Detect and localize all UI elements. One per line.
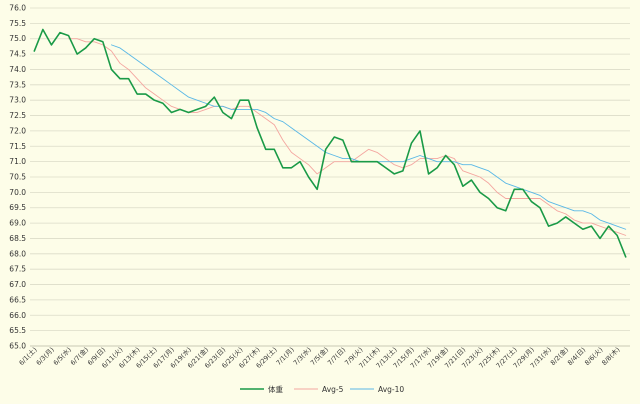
y-tick-label: 73.5 xyxy=(9,80,26,89)
y-tick-label: 70.0 xyxy=(9,188,26,197)
x-tick-label: 7/1(月) xyxy=(275,346,296,367)
y-axis: 65.0 65.5 66.0 66.5 67.0 67.5 68.0 68.5 69.0 69.5… xyxy=(9,4,26,351)
y-tick-label: 67.0 xyxy=(9,280,26,289)
y-tick-label: 69.5 xyxy=(9,203,26,212)
y-tick-label: 72.5 xyxy=(9,111,26,120)
y-tick-label: 65.5 xyxy=(9,326,26,335)
y-tick-label: 74.0 xyxy=(9,65,26,74)
y-tick-label: 70.5 xyxy=(9,173,26,182)
x-tick-label: 7/7(日) xyxy=(326,346,347,367)
y-tick-label: 68.5 xyxy=(9,234,26,243)
y-tick-label: 71.5 xyxy=(9,142,26,151)
legend: 体重 Avg-5 Avg-10 xyxy=(240,384,404,394)
y-tick-label: 72.0 xyxy=(9,126,26,135)
x-tick-label: 6/7(金) xyxy=(68,345,90,367)
y-tick-label: 66.0 xyxy=(9,311,26,320)
y-tick-label: 68.0 xyxy=(9,249,26,258)
y-tick-label: 76.0 xyxy=(9,4,26,13)
y-tick-label: 71.0 xyxy=(9,157,26,166)
series-line-avg-5 xyxy=(68,38,627,236)
x-tick-label: 7/3(水) xyxy=(291,345,313,367)
x-tick-label: 8/2(金) xyxy=(548,345,570,367)
x-tick-label: 6/5(水) xyxy=(51,345,73,367)
y-tick-label: 65.0 xyxy=(9,342,26,351)
y-tick-label: 73.0 xyxy=(9,96,26,105)
x-tick-label: 6/3(月) xyxy=(35,346,56,367)
x-tick-label: 8/8(木) xyxy=(600,345,622,367)
legend-label: Avg-5 xyxy=(322,385,344,394)
y-tick-label: 67.5 xyxy=(9,265,26,274)
grid-layer xyxy=(30,7,630,347)
y-tick-label: 75.0 xyxy=(9,34,26,43)
y-tick-label: 74.5 xyxy=(9,50,26,59)
series-layer xyxy=(33,28,627,258)
x-axis: 6/1(土)6/3(月)6/5(水)6/7(金)6/9(日)6/11(火)6/1… xyxy=(17,345,622,370)
x-tick-label: 7/5(金) xyxy=(308,345,330,367)
y-tick-label: 75.5 xyxy=(9,19,26,28)
y-tick-label: 69.0 xyxy=(9,219,26,228)
series-line-avg-10 xyxy=(110,44,627,230)
legend-label: 体重 xyxy=(268,384,283,394)
x-tick-label: 8/4(日) xyxy=(566,346,587,367)
legend-label: Avg-10 xyxy=(378,385,404,394)
x-tick-label: 8/6(火) xyxy=(583,346,604,367)
series-line-weight xyxy=(33,28,627,258)
y-tick-label: 66.5 xyxy=(9,295,26,304)
